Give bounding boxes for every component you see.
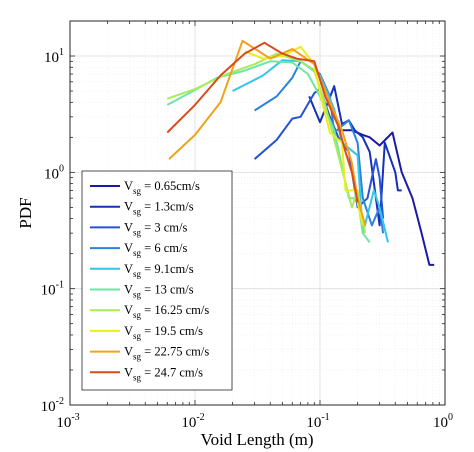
- y-tick-label: 10-2: [41, 396, 64, 415]
- series-line: [166, 52, 367, 234]
- legend: Vsg = 0.65cm/s Vsg = 1.3cm/s Vsg = 3 cm/s V…: [81, 170, 233, 391]
- series-line: [308, 85, 402, 227]
- legend-label: Vsg = 6 cm/s: [124, 241, 187, 258]
- x-tick-label: 10-1: [306, 412, 329, 431]
- x-tick-label: 100: [433, 412, 453, 431]
- x-axis-label: Void Length (m): [200, 430, 313, 449]
- x-tick-labels: 10-3 10-2 10-1 100: [56, 412, 453, 431]
- grid-lines: [70, 21, 445, 405]
- y-tick-label: 100: [44, 163, 64, 182]
- y-tick-label: 101: [44, 47, 64, 66]
- series-line: [168, 39, 367, 226]
- legend-label: Vsg = 1.3cm/s: [124, 200, 194, 217]
- y-axis-label: PDF: [16, 197, 35, 228]
- legend-label: Vsg = 24.7 cm/s: [124, 365, 203, 382]
- legend-label: Vsg = 16.25 cm/s: [124, 303, 209, 320]
- legend-label: Vsg = 0.65cm/s: [124, 179, 200, 196]
- x-tick-label: 10-3: [56, 412, 79, 431]
- legend-label: Vsg = 22.75 cm/s: [124, 345, 209, 362]
- y-tick-label: 10-1: [41, 280, 64, 299]
- y-tick-labels: 10-2 10-1 100 101: [41, 47, 64, 415]
- legend-label: Vsg = 9.1cm/s: [124, 262, 194, 279]
- axis-ticks: [69, 20, 446, 406]
- legend-label: Vsg = 3 cm/s: [124, 220, 187, 237]
- legend-label: Vsg = 19.5 cm/s: [124, 324, 203, 341]
- series-lines: [166, 39, 435, 266]
- plot-frame: [69, 20, 446, 406]
- series-line: [166, 41, 359, 203]
- legend-label: Vsg = 13 cm/s: [124, 283, 194, 300]
- x-tick-label: 10-2: [181, 412, 204, 431]
